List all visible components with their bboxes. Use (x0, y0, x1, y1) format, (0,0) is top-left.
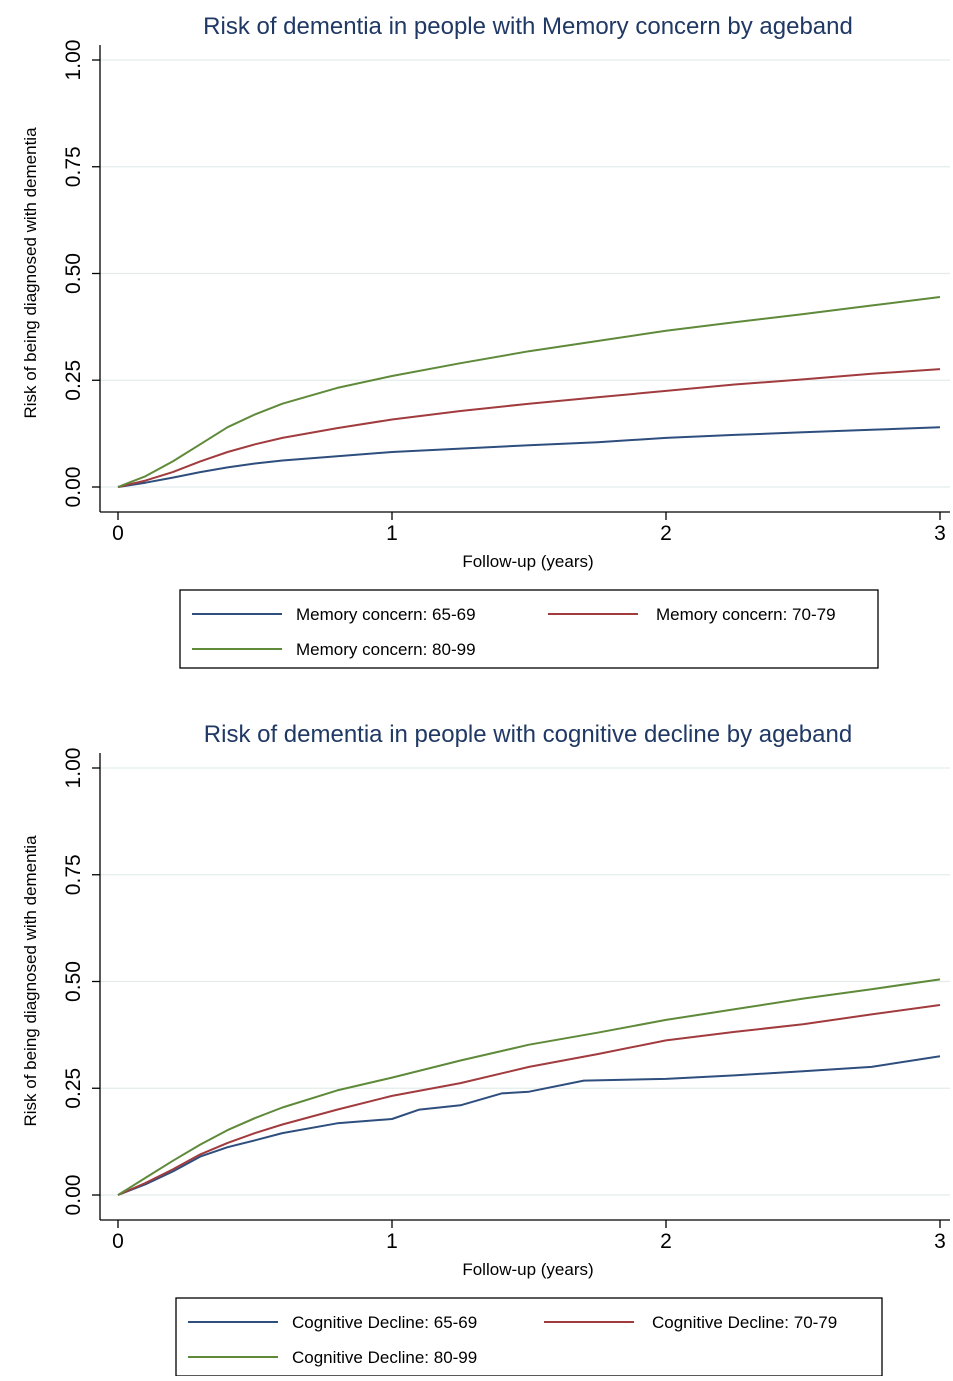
chart-cognitive-decline: Risk of dementia in people with cognitiv… (0, 708, 953, 1377)
x-tick-label: 0 (112, 522, 124, 545)
legend-entry: Cognitive Decline: 70-79 (652, 1313, 837, 1332)
series-line-1 (117, 426, 941, 488)
y-tick-label: 0.25 (62, 1068, 85, 1109)
x-tick-label: 3 (934, 1230, 946, 1253)
x-tick-label: 2 (660, 522, 672, 545)
series-line-1 (117, 1055, 941, 1196)
chart-memory-concern-svg: Risk of dementia in people with Memory c… (21, 13, 950, 669)
chart-memory-concern: Risk of dementia in people with Memory c… (0, 0, 953, 688)
series-line-2 (117, 368, 941, 488)
x-tick-label: 2 (660, 1230, 672, 1253)
series-lines (117, 296, 941, 488)
series-lines (117, 978, 941, 1196)
y-tick-label: 1.00 (62, 40, 85, 81)
y-tick-label: 1.00 (62, 748, 85, 789)
y-tick-label: 0.25 (62, 360, 85, 401)
x-tick-label: 0 (112, 1230, 124, 1253)
axes: 0.00 0.25 0.50 0.75 1.00 0 1 2 3 (62, 40, 950, 545)
x-axis-label: Follow-up (years) (462, 1260, 593, 1279)
y-axis-label: Risk of being diagnosed with dementia (21, 835, 40, 1127)
grid (100, 767, 950, 1196)
legend-entry: Memory concern: 70-79 (656, 605, 836, 624)
chart-title: Risk of dementia in people with cognitiv… (204, 721, 852, 748)
chart-title: Risk of dementia in people with Memory c… (203, 13, 853, 40)
series-line-3 (117, 978, 941, 1196)
y-tick-label: 0.50 (62, 253, 85, 294)
y-tick-label: 0.50 (62, 961, 85, 1002)
grid (100, 59, 950, 488)
series-line-2 (117, 1004, 941, 1196)
legend: Memory concern: 65-69 Memory concern: 70-… (179, 589, 879, 669)
legend-entry: Cognitive Decline: 80-99 (292, 1348, 477, 1367)
x-tick-label: 3 (934, 522, 946, 545)
chart-cognitive-decline-svg: Risk of dementia in people with cognitiv… (21, 721, 950, 1377)
axes: 0.00 0.25 0.50 0.75 1.00 0 1 2 3 (62, 748, 950, 1253)
y-tick-label: 0.75 (62, 146, 85, 187)
legend: Cognitive Decline: 65-69 Cognitive Declin… (175, 1297, 883, 1377)
y-tick-label: 0.00 (62, 467, 85, 508)
legend-box (175, 1297, 883, 1377)
y-tick-label: 0.00 (62, 1175, 85, 1216)
legend-entry: Cognitive Decline: 65-69 (292, 1313, 477, 1332)
y-tick-label: 0.75 (62, 854, 85, 895)
y-axis-label: Risk of being diagnosed with dementia (21, 127, 40, 419)
legend-entry: Memory concern: 65-69 (296, 605, 476, 624)
legend-entry: Memory concern: 80-99 (296, 640, 476, 659)
x-tick-label: 1 (386, 522, 398, 545)
x-tick-label: 1 (386, 1230, 398, 1253)
x-axis-label: Follow-up (years) (462, 552, 593, 571)
legend-box (179, 589, 879, 669)
series-line-3 (117, 296, 941, 488)
